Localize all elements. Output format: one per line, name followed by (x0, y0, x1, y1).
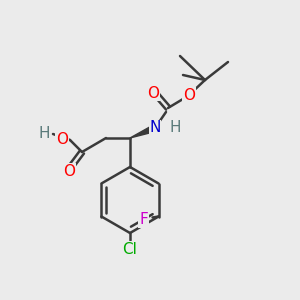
Text: N: N (149, 121, 161, 136)
Text: O: O (56, 131, 68, 146)
Text: H: H (38, 127, 50, 142)
Text: O: O (183, 88, 195, 103)
Text: O: O (147, 85, 159, 100)
Polygon shape (130, 125, 156, 138)
Text: Cl: Cl (123, 242, 137, 256)
Text: F: F (139, 212, 148, 227)
Text: H: H (169, 121, 181, 136)
Text: O: O (63, 164, 75, 178)
